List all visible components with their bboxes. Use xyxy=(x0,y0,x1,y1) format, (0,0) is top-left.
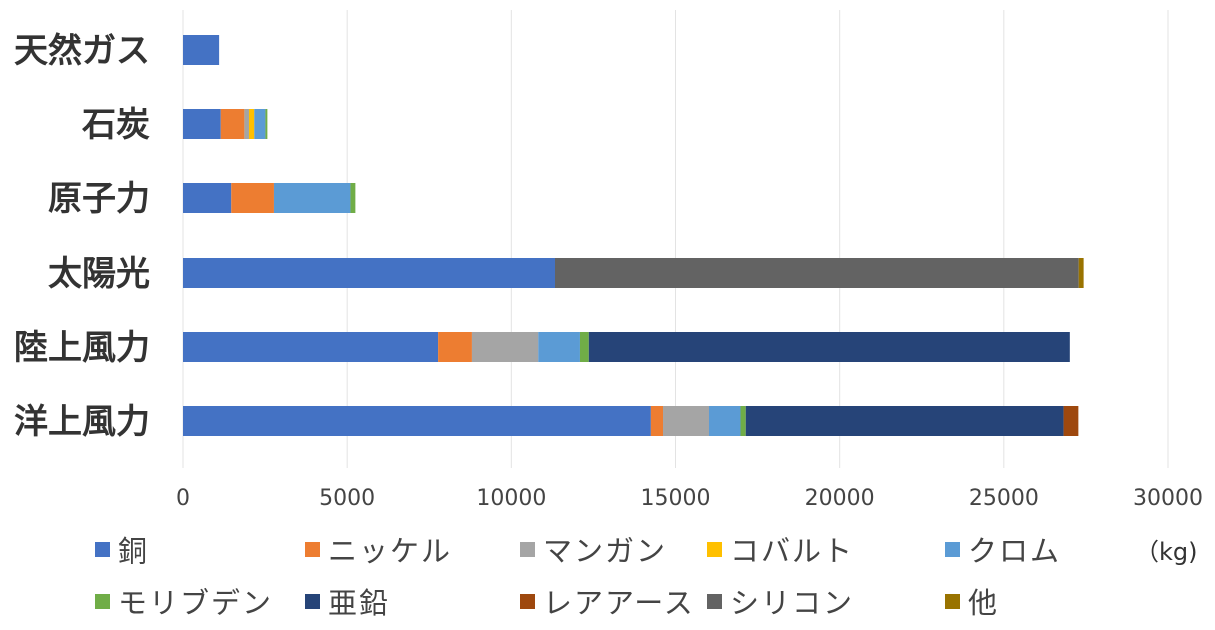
category-label: 陸上風力 xyxy=(14,328,150,368)
legend-item: レアアース xyxy=(520,580,695,622)
bar-segment xyxy=(183,35,220,65)
legend-item: モリブデン xyxy=(95,580,273,622)
x-tick-label: 20000 xyxy=(805,486,875,511)
category-label: 洋上風力 xyxy=(14,402,150,442)
bar-segment xyxy=(745,406,1064,436)
bar-segment xyxy=(183,109,221,139)
bar-segment xyxy=(471,332,539,362)
legend-swatch xyxy=(305,541,320,557)
legend-swatch xyxy=(945,541,960,557)
bar-segment xyxy=(555,258,1079,288)
x-tick-label: 25000 xyxy=(969,486,1039,511)
bar-segment xyxy=(588,332,1070,362)
category-label: 原子力 xyxy=(48,179,150,219)
legend-swatch xyxy=(95,593,110,609)
bar-segment xyxy=(1078,258,1084,288)
legend-label: シリコン xyxy=(730,586,855,620)
bar-segment xyxy=(254,109,266,139)
legend-item: 他 xyxy=(945,580,999,622)
bar-segment xyxy=(650,406,664,436)
legend-item: マンガン xyxy=(520,528,667,570)
legend-label: コバルト xyxy=(730,534,855,568)
gridlines xyxy=(182,10,1169,468)
legend-label: 銅 xyxy=(118,534,150,568)
bar-segment xyxy=(183,258,556,288)
legend-swatch xyxy=(707,593,722,609)
legend-label: レアアース xyxy=(543,586,695,620)
legend-item: コバルト xyxy=(707,528,854,570)
bar-segments xyxy=(183,35,1084,436)
bar-segment xyxy=(231,183,274,213)
x-tick-label: 0 xyxy=(176,486,190,511)
bar-segment xyxy=(1063,406,1079,436)
legend-label: クロム xyxy=(968,534,1062,568)
x-tick-label: 10000 xyxy=(476,486,546,511)
bar-segment xyxy=(265,109,268,139)
x-tick-label: 30000 xyxy=(1133,486,1203,511)
legend-item: 銅 xyxy=(95,528,149,570)
bar-segment xyxy=(438,332,472,362)
legend-label: モリブデン xyxy=(118,586,274,620)
bar-segment xyxy=(183,183,232,213)
bar-segment xyxy=(220,109,245,139)
bar-segment xyxy=(579,332,589,362)
legend-label: 他 xyxy=(968,586,1000,620)
legend-swatch xyxy=(305,593,320,609)
x-tick-label: 15000 xyxy=(641,486,711,511)
legend-item: 亜鉛 xyxy=(305,580,390,622)
legend-item: シリコン xyxy=(707,580,854,622)
bar-segment xyxy=(350,183,356,213)
bar-segment xyxy=(183,406,651,436)
legend-label: マンガン xyxy=(543,534,668,568)
legend-swatch xyxy=(520,541,535,557)
category-label: 石炭 xyxy=(81,105,150,145)
legend-swatch xyxy=(707,541,722,557)
x-tick-label: 5000 xyxy=(319,486,375,511)
legend-swatch xyxy=(95,541,110,557)
bar-segment xyxy=(248,109,255,139)
legend-swatch xyxy=(945,593,960,609)
bar-segment xyxy=(538,332,580,362)
legend-item: ニッケル xyxy=(305,528,452,570)
bar-segment xyxy=(273,183,351,213)
bar-segment xyxy=(663,406,709,436)
legend-item: クロム xyxy=(945,528,1061,570)
bar-segment xyxy=(183,332,439,362)
category-label: 太陽光 xyxy=(48,254,150,294)
bar-segment xyxy=(740,406,746,436)
legend-label: 亜鉛 xyxy=(328,586,391,620)
unit-label: （kg) xyxy=(1135,538,1198,566)
legend-label: ニッケル xyxy=(328,534,453,568)
category-label: 天然ガス xyxy=(14,31,150,71)
bar-segment xyxy=(708,406,741,436)
x-tick-labels: 0 5000 10000 15000 20000 25000 30000 xyxy=(176,486,1203,511)
legend-swatch xyxy=(520,593,535,609)
bar-segment xyxy=(244,109,249,139)
